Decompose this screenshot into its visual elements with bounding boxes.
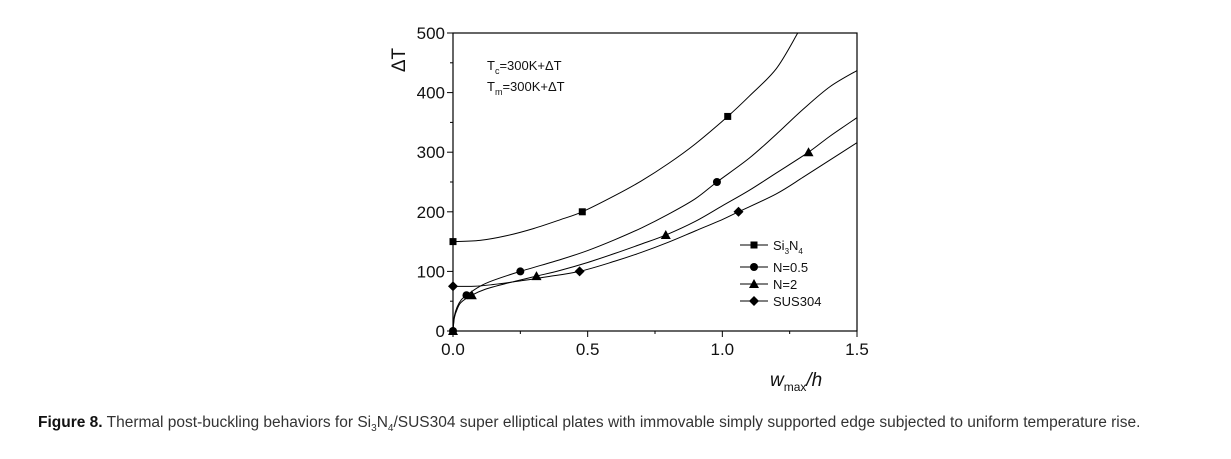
legend-label-si3n4: Si3N4	[773, 238, 803, 256]
x-tick-label: 0.5	[576, 340, 600, 359]
y-axis-title: ΔT	[389, 47, 410, 72]
data-curves	[453, 33, 857, 331]
annotation-tm: Tm=300K+ΔT	[487, 79, 565, 97]
marker-n-0-5	[516, 267, 525, 276]
caption-text-mid: N	[376, 414, 388, 431]
legend-si-sub: 3	[785, 247, 790, 256]
legend-n: N	[789, 238, 798, 253]
curve-sus304	[453, 142, 857, 287]
x-tick-label: 1.5	[845, 340, 869, 359]
y-tick-label: 300	[417, 143, 445, 162]
annotation-tc-main: T	[487, 58, 495, 73]
annotation-tm-main: T	[487, 79, 495, 94]
marker-sus304	[448, 281, 458, 292]
marker-si3n4	[724, 112, 732, 120]
y-tick-label: 200	[417, 203, 445, 222]
annotation-tm-sub: m	[495, 87, 503, 97]
legend-marker-square	[750, 241, 758, 249]
annotation-tm-tail: =300K+ΔT	[502, 79, 564, 94]
curve-n-0-5	[453, 70, 857, 331]
legend-label-sus304: SUS304	[773, 294, 821, 309]
y-tick-label: 400	[417, 84, 445, 103]
legend-marker-diamond	[749, 296, 759, 306]
marker-n-2	[466, 290, 477, 300]
marker-sus304	[733, 206, 744, 217]
legend: Si3N4 N=0.5 N=2 SUS304	[740, 238, 821, 309]
caption-label: Figure 8.	[38, 414, 103, 431]
curve-si3n4	[453, 33, 799, 243]
legend-marker-circle	[750, 263, 758, 271]
chart: 0 100 200 300 400 500 0.0 0.5 1.0 1.5 ΔT wmax/h T…	[389, 24, 869, 394]
x-tick-label: 1.0	[711, 340, 735, 359]
marker-si3n4	[449, 238, 457, 246]
caption-text-pre: Thermal post-buckling behaviors for Si	[102, 414, 372, 431]
annotation-tc-tail: =300K+ΔT	[499, 58, 561, 73]
legend-n-sub: 4	[798, 247, 803, 256]
x-axis-title-main: w	[770, 370, 785, 391]
legend-label-n2: N=2	[773, 277, 797, 292]
marker-si3n4	[578, 208, 586, 216]
data-markers	[448, 112, 814, 335]
caption-sub2: 4	[387, 423, 394, 435]
marker-n-0-5	[712, 178, 721, 186]
x-axis-title-sub: max	[784, 380, 807, 394]
y-tick-label: 0	[436, 322, 445, 341]
marker-n-2	[803, 147, 814, 157]
marker-sus304	[574, 266, 585, 277]
annotation-tc: Tc=300K+ΔT	[487, 58, 562, 76]
marker-n-2	[448, 326, 458, 335]
legend-si: Si	[773, 238, 785, 253]
caption-sub1: 3	[371, 423, 377, 435]
y-tick-label: 100	[417, 262, 445, 281]
legend-marker-triangle	[749, 279, 759, 288]
x-axis-title: wmax/h	[770, 370, 822, 394]
x-axis-title-tail: /h	[804, 370, 822, 391]
legend-label-n05: N=0.5	[773, 260, 808, 275]
caption-text-post: /SUS304 super elliptical plates with imm…	[393, 414, 1141, 431]
marker-n-2	[660, 230, 671, 240]
y-tick-label: 500	[417, 24, 445, 43]
annotation-tc-sub: c	[495, 66, 500, 76]
marker-n-2	[531, 271, 542, 281]
curve-n-2	[453, 117, 857, 331]
figure-caption: Figure 8. Thermal post-buckling behavior…	[38, 412, 1223, 439]
axis-ticks: 0 100 200 300 400 500 0.0 0.5 1.0 1.5	[417, 24, 869, 359]
x-tick-label: 0.0	[441, 340, 465, 359]
